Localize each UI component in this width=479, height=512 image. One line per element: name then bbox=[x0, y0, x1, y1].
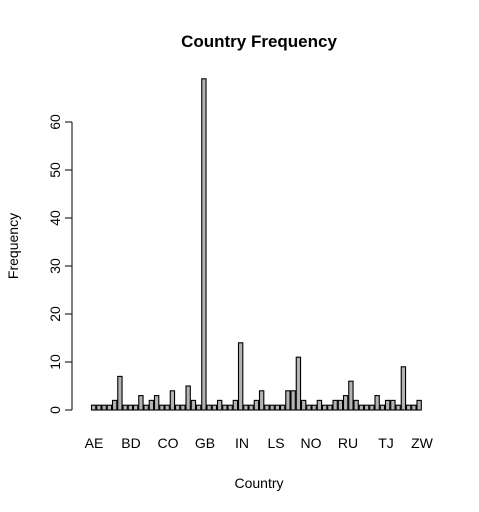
bar bbox=[216, 399, 223, 411]
bar bbox=[185, 385, 191, 411]
x-tick-label: AE bbox=[85, 435, 104, 451]
x-tick-label: BD bbox=[121, 435, 140, 451]
bar bbox=[369, 404, 375, 411]
bar bbox=[300, 399, 307, 411]
bar bbox=[143, 404, 149, 411]
y-axis: 0 10 20 30 40 50 60 bbox=[47, 114, 73, 414]
bar bbox=[248, 404, 254, 411]
bar bbox=[153, 395, 160, 411]
bar bbox=[264, 404, 270, 411]
bar bbox=[379, 404, 386, 411]
bar bbox=[384, 399, 391, 411]
bar bbox=[411, 404, 417, 411]
bar bbox=[164, 404, 170, 411]
bar bbox=[258, 390, 265, 411]
bar bbox=[148, 399, 155, 411]
bar bbox=[101, 404, 107, 411]
bar bbox=[243, 404, 249, 411]
bar bbox=[206, 404, 212, 411]
bar bbox=[311, 404, 317, 411]
bar bbox=[274, 404, 281, 411]
x-tick-label: LS bbox=[267, 435, 284, 451]
x-tick-label: ZW bbox=[411, 435, 434, 451]
bar bbox=[132, 404, 139, 411]
bar bbox=[342, 395, 349, 411]
bar bbox=[327, 404, 333, 411]
bar bbox=[169, 390, 176, 411]
bar bbox=[90, 404, 97, 411]
y-axis-label: Frequency bbox=[5, 213, 21, 279]
bar bbox=[321, 404, 328, 411]
bar bbox=[395, 404, 401, 411]
bar bbox=[138, 395, 144, 411]
bar bbox=[159, 404, 165, 411]
bar bbox=[237, 342, 244, 411]
bar bbox=[400, 366, 407, 411]
y-tick-label: 0 bbox=[47, 406, 63, 414]
bar bbox=[106, 404, 113, 411]
bar bbox=[232, 399, 239, 411]
bar bbox=[174, 404, 181, 411]
bar bbox=[405, 404, 412, 411]
bar bbox=[201, 78, 207, 411]
bar bbox=[358, 404, 365, 411]
bar bbox=[290, 390, 296, 411]
bar bbox=[390, 399, 396, 411]
y-tick-label: 50 bbox=[47, 162, 63, 178]
bar bbox=[285, 390, 291, 411]
bar bbox=[117, 375, 123, 411]
y-tick-label: 60 bbox=[47, 114, 63, 130]
bar bbox=[374, 395, 380, 411]
x-tick-label: NO bbox=[301, 435, 322, 451]
bar bbox=[122, 404, 128, 411]
y-tick-label: 30 bbox=[47, 258, 63, 274]
bar bbox=[222, 404, 228, 411]
bar bbox=[190, 399, 197, 411]
y-tick-label: 20 bbox=[47, 306, 63, 322]
bar bbox=[337, 399, 344, 411]
bar bbox=[211, 404, 218, 411]
y-tick-label: 10 bbox=[47, 354, 63, 370]
x-tick-label: RU bbox=[338, 435, 358, 451]
bar bbox=[180, 404, 186, 411]
x-tick-labels: AE BD CO GB IN LS NO RU TJ ZW bbox=[85, 435, 434, 451]
x-tick-label: IN bbox=[235, 435, 249, 451]
bar bbox=[348, 380, 354, 411]
x-tick-label: TJ bbox=[378, 435, 394, 451]
bar bbox=[111, 399, 118, 411]
bar bbox=[332, 399, 338, 411]
x-axis-label: Country bbox=[234, 475, 283, 491]
bar bbox=[96, 404, 102, 411]
bar bbox=[416, 399, 422, 411]
x-tick-label: GB bbox=[195, 435, 215, 451]
bar bbox=[353, 399, 359, 411]
bar bbox=[306, 404, 312, 411]
bars bbox=[90, 78, 422, 411]
bar bbox=[195, 404, 202, 411]
y-tick-label: 40 bbox=[47, 210, 63, 226]
bar bbox=[363, 404, 370, 411]
bar bbox=[279, 404, 286, 411]
bar bbox=[295, 356, 302, 411]
bar bbox=[127, 404, 134, 411]
bar bbox=[316, 399, 323, 411]
bar bbox=[253, 399, 260, 411]
bar bbox=[227, 404, 233, 411]
x-tick-label: CO bbox=[158, 435, 179, 451]
chart-title: Country Frequency bbox=[181, 32, 337, 51]
bar bbox=[269, 404, 275, 411]
